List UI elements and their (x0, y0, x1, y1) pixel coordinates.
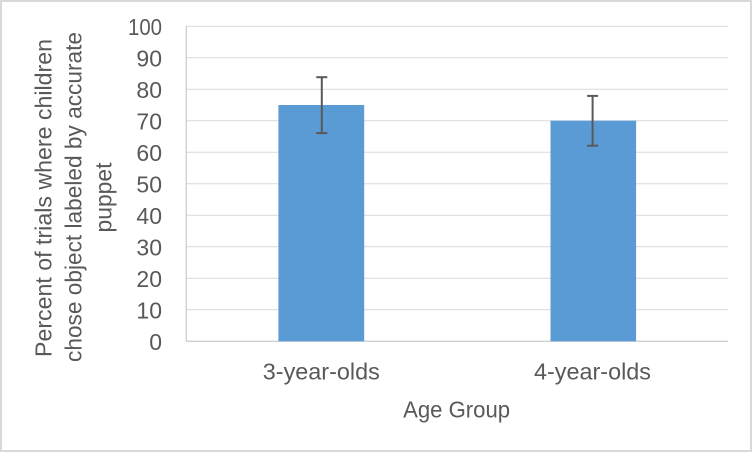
svg-text:100: 100 (128, 14, 162, 40)
svg-text:3-year-olds: 3-year-olds (263, 359, 380, 385)
svg-text:80: 80 (136, 77, 162, 103)
svg-text:30: 30 (136, 235, 162, 261)
svg-text:70: 70 (136, 109, 162, 135)
svg-text:Age Group: Age Group (403, 397, 510, 423)
svg-text:4-year-olds: 4-year-olds (534, 359, 651, 385)
svg-text:90: 90 (136, 46, 162, 72)
svg-text:40: 40 (136, 203, 162, 229)
svg-text:Percent of trials where childr: Percent of trials where children (30, 39, 56, 357)
svg-text:0: 0 (149, 329, 162, 355)
svg-text:10: 10 (136, 298, 162, 324)
svg-text:20: 20 (136, 266, 162, 292)
svg-text:60: 60 (136, 140, 162, 166)
svg-text:puppet: puppet (90, 162, 116, 233)
svg-text:chose object labeled by accura: chose object labeled by accurate (60, 32, 86, 362)
svg-text:50: 50 (136, 172, 162, 198)
